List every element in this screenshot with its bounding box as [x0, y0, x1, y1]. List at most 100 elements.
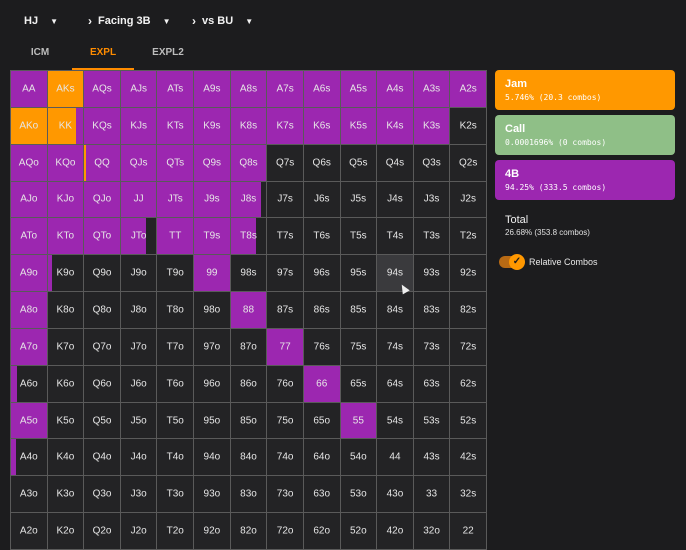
hand-cell-ATs[interactable]: ATs: [157, 71, 195, 108]
hand-cell-Q9o[interactable]: Q9o: [84, 255, 121, 293]
hand-cell-K3s[interactable]: K3s: [413, 107, 451, 145]
hand-cell-KJo[interactable]: KJo: [47, 181, 85, 219]
hand-cell-A4s[interactable]: A4s: [377, 71, 414, 108]
hand-cell-Q6s[interactable]: Q6s: [303, 144, 341, 182]
hand-cell-86o[interactable]: 86o: [230, 365, 268, 403]
hand-cell-J8o[interactable]: J8o: [120, 292, 158, 329]
hand-cell-QTs[interactable]: QTs: [157, 144, 195, 182]
hand-cell-74o[interactable]: 74o: [267, 439, 304, 477]
hand-cell-97o[interactable]: 97o: [194, 328, 231, 366]
hand-cell-85s[interactable]: 85s: [340, 292, 378, 329]
hand-cell-42s[interactable]: 42s: [450, 439, 487, 477]
hand-cell-T8o[interactable]: T8o: [157, 292, 195, 329]
hand-cell-QJs[interactable]: QJs: [120, 144, 158, 182]
hand-cell-J2o[interactable]: J2o: [120, 513, 158, 550]
hand-cell-96o[interactable]: 96o: [194, 365, 231, 403]
hand-cell-64o[interactable]: 64o: [303, 439, 341, 477]
hand-cell-92o[interactable]: 92o: [194, 513, 231, 550]
hand-cell-KTo[interactable]: KTo: [47, 218, 85, 256]
hand-cell-K8s[interactable]: K8s: [230, 107, 268, 145]
hand-cell-T4s[interactable]: T4s: [377, 218, 414, 256]
hand-cell-K2o[interactable]: K2o: [47, 513, 85, 550]
hand-cell-K2s[interactable]: K2s: [450, 107, 487, 145]
hand-cell-KJs[interactable]: KJs: [120, 107, 158, 145]
hand-cell-J9o[interactable]: J9o: [120, 255, 158, 293]
hand-cell-95s[interactable]: 95s: [340, 255, 378, 293]
hand-cell-K5s[interactable]: K5s: [340, 107, 378, 145]
hand-cell-K4o[interactable]: K4o: [47, 439, 85, 477]
hand-cell-A9o[interactable]: A9o: [11, 255, 48, 293]
hand-cell-53o[interactable]: 53o: [340, 476, 378, 514]
opponent-selector[interactable]: › vs BU ▼: [192, 12, 253, 30]
hand-cell-KQo[interactable]: KQo: [47, 144, 85, 182]
hand-cell-T2o[interactable]: T2o: [157, 513, 195, 550]
hand-cell-K4s[interactable]: K4s: [377, 107, 414, 145]
hand-cell-J5s[interactable]: J5s: [340, 181, 378, 219]
call-action-card[interactable]: Call 0.0001696% (0 combos): [495, 115, 675, 155]
hand-cell-77[interactable]: 77: [267, 328, 304, 366]
hand-cell-T7s[interactable]: T7s: [267, 218, 304, 256]
hand-cell-A4o[interactable]: A4o: [11, 439, 48, 477]
hand-cell-42o[interactable]: 42o: [377, 513, 414, 550]
hand-cell-QTo[interactable]: QTo: [84, 218, 121, 256]
hand-cell-J6o[interactable]: J6o: [120, 365, 158, 403]
hand-cell-QQ[interactable]: QQ: [84, 144, 121, 182]
hand-cell-AJo[interactable]: AJo: [11, 181, 48, 219]
hand-cell-32s[interactable]: 32s: [450, 476, 487, 514]
hand-cell-K8o[interactable]: K8o: [47, 292, 85, 329]
hand-cell-KK[interactable]: KK: [47, 107, 85, 145]
hand-cell-A7s[interactable]: A7s: [267, 71, 304, 108]
hand-cell-43o[interactable]: 43o: [377, 476, 414, 514]
hand-cell-92s[interactable]: 92s: [450, 255, 487, 293]
hand-cell-Q4o[interactable]: Q4o: [84, 439, 121, 477]
hand-cell-A2s[interactable]: A2s: [450, 71, 487, 108]
hand-cell-84o[interactable]: 84o: [230, 439, 268, 477]
hand-cell-AA[interactable]: AA: [11, 71, 48, 108]
jam-action-card[interactable]: Jam 5.746% (20.3 combos): [495, 70, 675, 110]
hand-cell-Q8o[interactable]: Q8o: [84, 292, 121, 329]
hand-cell-Q8s[interactable]: Q8s: [230, 144, 268, 182]
hand-cell-Q4s[interactable]: Q4s: [377, 144, 414, 182]
hand-cell-A6o[interactable]: A6o: [11, 365, 48, 403]
hand-cell-J3o[interactable]: J3o: [120, 476, 158, 514]
hand-cell-72s[interactable]: 72s: [450, 328, 487, 366]
hand-cell-AKo[interactable]: AKo: [11, 107, 48, 145]
hand-cell-J5o[interactable]: J5o: [120, 402, 158, 440]
hand-cell-98s[interactable]: 98s: [230, 255, 268, 293]
hand-cell-43s[interactable]: 43s: [413, 439, 451, 477]
hand-cell-K7o[interactable]: K7o: [47, 328, 85, 366]
hand-cell-93s[interactable]: 93s: [413, 255, 451, 293]
tab-expl2[interactable]: EXPL2: [152, 47, 184, 58]
hand-cell-72o[interactable]: 72o: [267, 513, 304, 550]
hand-cell-83s[interactable]: 83s: [413, 292, 451, 329]
hand-cell-65s[interactable]: 65s: [340, 365, 378, 403]
hand-cell-AJs[interactable]: AJs: [120, 71, 158, 108]
hand-cell-K5o[interactable]: K5o: [47, 402, 85, 440]
hand-cell-Q7o[interactable]: Q7o: [84, 328, 121, 366]
hand-cell-75o[interactable]: 75o: [267, 402, 304, 440]
position-selector[interactable]: HJ ▼: [24, 12, 58, 30]
hand-cell-55[interactable]: 55: [340, 402, 378, 440]
scenario-selector[interactable]: › Facing 3B ▼: [88, 12, 171, 30]
hand-cell-AQo[interactable]: AQo: [11, 144, 48, 182]
hand-cell-A3o[interactable]: A3o: [11, 476, 48, 514]
hand-cell-83o[interactable]: 83o: [230, 476, 268, 514]
hand-cell-73s[interactable]: 73s: [413, 328, 451, 366]
hand-cell-JTo[interactable]: JTo: [120, 218, 158, 256]
hand-cell-A9s[interactable]: A9s: [194, 71, 231, 108]
hand-cell-T5o[interactable]: T5o: [157, 402, 195, 440]
hand-cell-Q9s[interactable]: Q9s: [194, 144, 231, 182]
hand-cell-K9s[interactable]: K9s: [194, 107, 231, 145]
hand-cell-44[interactable]: 44: [377, 439, 414, 477]
hand-cell-64s[interactable]: 64s: [377, 365, 414, 403]
hand-cell-Q3o[interactable]: Q3o: [84, 476, 121, 514]
hand-cell-87s[interactable]: 87s: [267, 292, 304, 329]
hand-cell-QJo[interactable]: QJo: [84, 181, 121, 219]
hand-cell-JTs[interactable]: JTs: [157, 181, 195, 219]
hand-cell-J2s[interactable]: J2s: [450, 181, 487, 219]
hand-cell-53s[interactable]: 53s: [413, 402, 451, 440]
hand-cell-82o[interactable]: 82o: [230, 513, 268, 550]
hand-cell-62o[interactable]: 62o: [303, 513, 341, 550]
hand-cell-A6s[interactable]: A6s: [303, 71, 341, 108]
hand-cell-J8s[interactable]: J8s: [230, 181, 268, 219]
